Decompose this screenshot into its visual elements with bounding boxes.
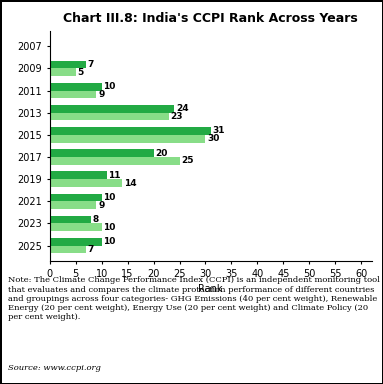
- Text: 25: 25: [181, 156, 193, 166]
- Text: Source: www.ccpi.org: Source: www.ccpi.org: [8, 364, 100, 372]
- Text: 23: 23: [171, 112, 183, 121]
- Bar: [50, 157, 180, 165]
- Bar: [50, 68, 76, 76]
- Bar: [50, 201, 97, 209]
- Text: 9: 9: [98, 201, 105, 210]
- Text: 11: 11: [108, 171, 121, 180]
- Text: 24: 24: [176, 104, 188, 113]
- Title: Chart III.8: India's CCPI Rank Across Years: Chart III.8: India's CCPI Rank Across Ye…: [63, 12, 358, 25]
- Text: 31: 31: [212, 126, 225, 136]
- Bar: [50, 91, 97, 98]
- Bar: [50, 61, 86, 68]
- Bar: [50, 216, 91, 223]
- Bar: [50, 194, 101, 201]
- Text: 8: 8: [93, 215, 99, 224]
- Text: 7: 7: [88, 60, 94, 69]
- Bar: [50, 135, 205, 142]
- Text: 14: 14: [124, 179, 137, 187]
- Bar: [50, 113, 169, 121]
- Bar: [50, 246, 86, 253]
- Bar: [50, 105, 174, 113]
- Bar: [50, 223, 101, 231]
- Text: 10: 10: [103, 237, 116, 246]
- Text: 5: 5: [77, 68, 83, 77]
- Text: 10: 10: [103, 223, 116, 232]
- Text: 30: 30: [207, 134, 219, 143]
- Text: 10: 10: [103, 193, 116, 202]
- Bar: [50, 171, 107, 179]
- Text: 20: 20: [155, 149, 167, 157]
- Bar: [50, 149, 154, 157]
- Text: 7: 7: [88, 245, 94, 254]
- Text: Note: The Climate Change Performance Index (CCPI) is an independent monitoring t: Note: The Climate Change Performance Ind…: [8, 276, 380, 321]
- Bar: [50, 179, 123, 187]
- Text: 9: 9: [98, 90, 105, 99]
- Text: 10: 10: [103, 82, 116, 91]
- Bar: [50, 238, 101, 246]
- Bar: [50, 127, 211, 135]
- X-axis label: Rank: Rank: [198, 284, 223, 294]
- Bar: [50, 83, 101, 91]
